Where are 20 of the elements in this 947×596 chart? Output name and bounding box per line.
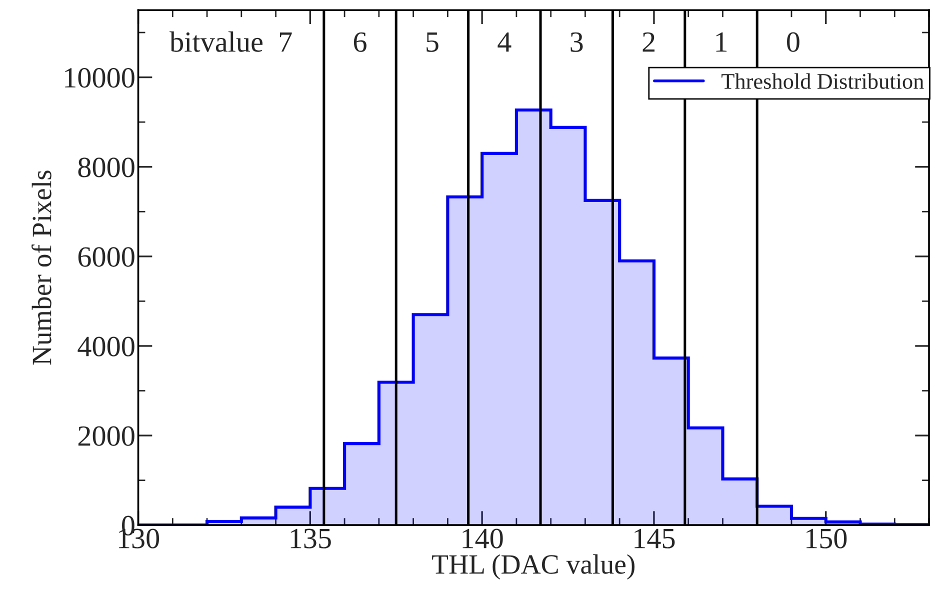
annotation: 1 [716,32,727,52]
annotation: 5 [426,32,438,52]
annotation: 4 [498,32,512,52]
x-tick-label: 135 [290,528,331,548]
y-tick-label: 2000 [78,426,134,446]
annotation: bitvalue 7 [170,31,292,52]
annotation: 6 [354,32,366,52]
y-tick-label: 4000 [78,336,134,356]
y-axis-title: Number of Pixels [32,170,52,365]
x-tick-label: 150 [806,528,847,548]
x-tick-label: 140 [462,528,503,548]
annotation: 0 [787,32,800,52]
x-tick-label: 145 [634,528,675,548]
y-tick-label: 10000 [65,68,134,88]
legend-label: Threshold Distribution [722,73,924,89]
annotation: 3 [570,32,583,52]
x-axis-title: THL (DAC value) [432,554,634,580]
y-tick-label: 6000 [78,247,134,267]
annotation: 2 [642,32,654,52]
y-tick-label: 8000 [78,158,134,178]
